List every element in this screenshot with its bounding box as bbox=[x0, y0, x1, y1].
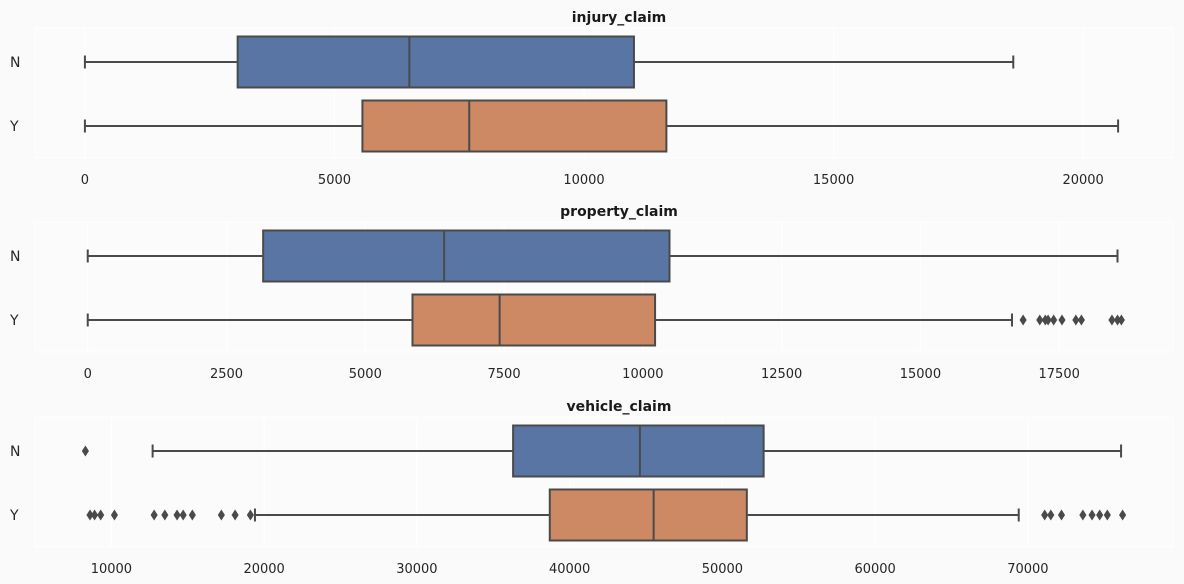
x-tick-label: 15000 bbox=[900, 367, 941, 382]
outlier-point bbox=[173, 509, 181, 521]
category-label: N bbox=[10, 55, 20, 71]
category-label: Y bbox=[9, 119, 19, 135]
outlier-point bbox=[81, 445, 89, 457]
x-tick-label: 40000 bbox=[549, 562, 590, 577]
iqr-box bbox=[236, 35, 635, 89]
outlier-point bbox=[1044, 314, 1052, 326]
category-label: N bbox=[10, 249, 20, 265]
x-tick-label: 30000 bbox=[396, 562, 437, 577]
outlier-point bbox=[1047, 509, 1055, 521]
outlier-point bbox=[217, 509, 225, 521]
outlier-point bbox=[179, 509, 187, 521]
box-Y bbox=[86, 488, 1127, 542]
panel-title: vehicle_claim bbox=[567, 399, 672, 415]
panel-vehicle_claim: vehicle_claim 10000 20000 30000 40000 50000 60… bbox=[9, 399, 1174, 577]
iqr-box bbox=[361, 99, 668, 153]
x-tick-label: 0 bbox=[84, 367, 92, 382]
outlier-point bbox=[1072, 314, 1080, 326]
x-tick-label: 10000 bbox=[622, 367, 663, 382]
category-label: N bbox=[10, 444, 20, 460]
panel-property_claim: property_claim 0 2500 5000 7500 10000 12500 150… bbox=[9, 204, 1174, 382]
outlier-point bbox=[1036, 314, 1044, 326]
x-tick-label: 70000 bbox=[1007, 562, 1048, 577]
outlier-point bbox=[1079, 509, 1087, 521]
x-tick-label: 7500 bbox=[488, 367, 521, 382]
panel-title: property_claim bbox=[560, 204, 678, 220]
panel-injury_claim: injury_claim 0 5000 10000 15000 20000 N Y bbox=[9, 10, 1174, 188]
x-tick-label: 15000 bbox=[813, 173, 854, 188]
category-label: Y bbox=[9, 313, 19, 329]
outlier-point bbox=[1119, 509, 1127, 521]
box-N bbox=[83, 35, 1015, 89]
x-tick-label: 10000 bbox=[563, 173, 604, 188]
box-Y bbox=[86, 293, 1125, 347]
panel-title: injury_claim bbox=[572, 10, 667, 26]
outlier-point bbox=[1088, 509, 1096, 521]
x-tick-label: 10000 bbox=[91, 562, 132, 577]
outlier-point bbox=[1058, 314, 1066, 326]
outlier-point bbox=[1041, 509, 1049, 521]
iqr-box bbox=[512, 424, 765, 478]
x-tick-label: 60000 bbox=[854, 562, 895, 577]
box-N bbox=[86, 229, 1119, 283]
outlier-point bbox=[231, 509, 239, 521]
outlier-point bbox=[1019, 314, 1027, 326]
outlier-point bbox=[91, 509, 99, 521]
outlier-point bbox=[150, 509, 158, 521]
x-tick-label: 12500 bbox=[761, 367, 802, 382]
x-tick-label: 2500 bbox=[210, 367, 243, 382]
x-tick-label: 5000 bbox=[318, 173, 351, 188]
box-N bbox=[81, 424, 1123, 478]
outlier-point bbox=[1096, 509, 1104, 521]
outlier-point bbox=[1077, 314, 1085, 326]
x-tick-label: 17500 bbox=[1039, 367, 1080, 382]
outlier-point bbox=[1108, 314, 1116, 326]
iqr-box bbox=[548, 488, 748, 542]
iqr-box bbox=[411, 293, 657, 347]
outlier-point bbox=[1057, 509, 1066, 521]
outlier-point bbox=[110, 509, 118, 521]
outlier-point bbox=[246, 509, 254, 521]
outlier-point bbox=[188, 509, 196, 521]
x-tick-label: 20000 bbox=[243, 562, 284, 577]
outlier-point bbox=[97, 509, 105, 521]
outlier-point bbox=[1103, 509, 1111, 521]
x-tick-label: 20000 bbox=[1062, 173, 1103, 188]
x-tick-label: 5000 bbox=[349, 367, 382, 382]
iqr-box bbox=[262, 229, 671, 283]
x-tick-label: 50000 bbox=[702, 562, 743, 577]
outlier-point bbox=[161, 509, 169, 521]
outlier-point bbox=[1050, 314, 1058, 326]
x-tick-label: 0 bbox=[81, 173, 89, 188]
outlier-point bbox=[1117, 314, 1125, 326]
category-label: Y bbox=[9, 508, 19, 524]
box-Y bbox=[83, 99, 1120, 153]
